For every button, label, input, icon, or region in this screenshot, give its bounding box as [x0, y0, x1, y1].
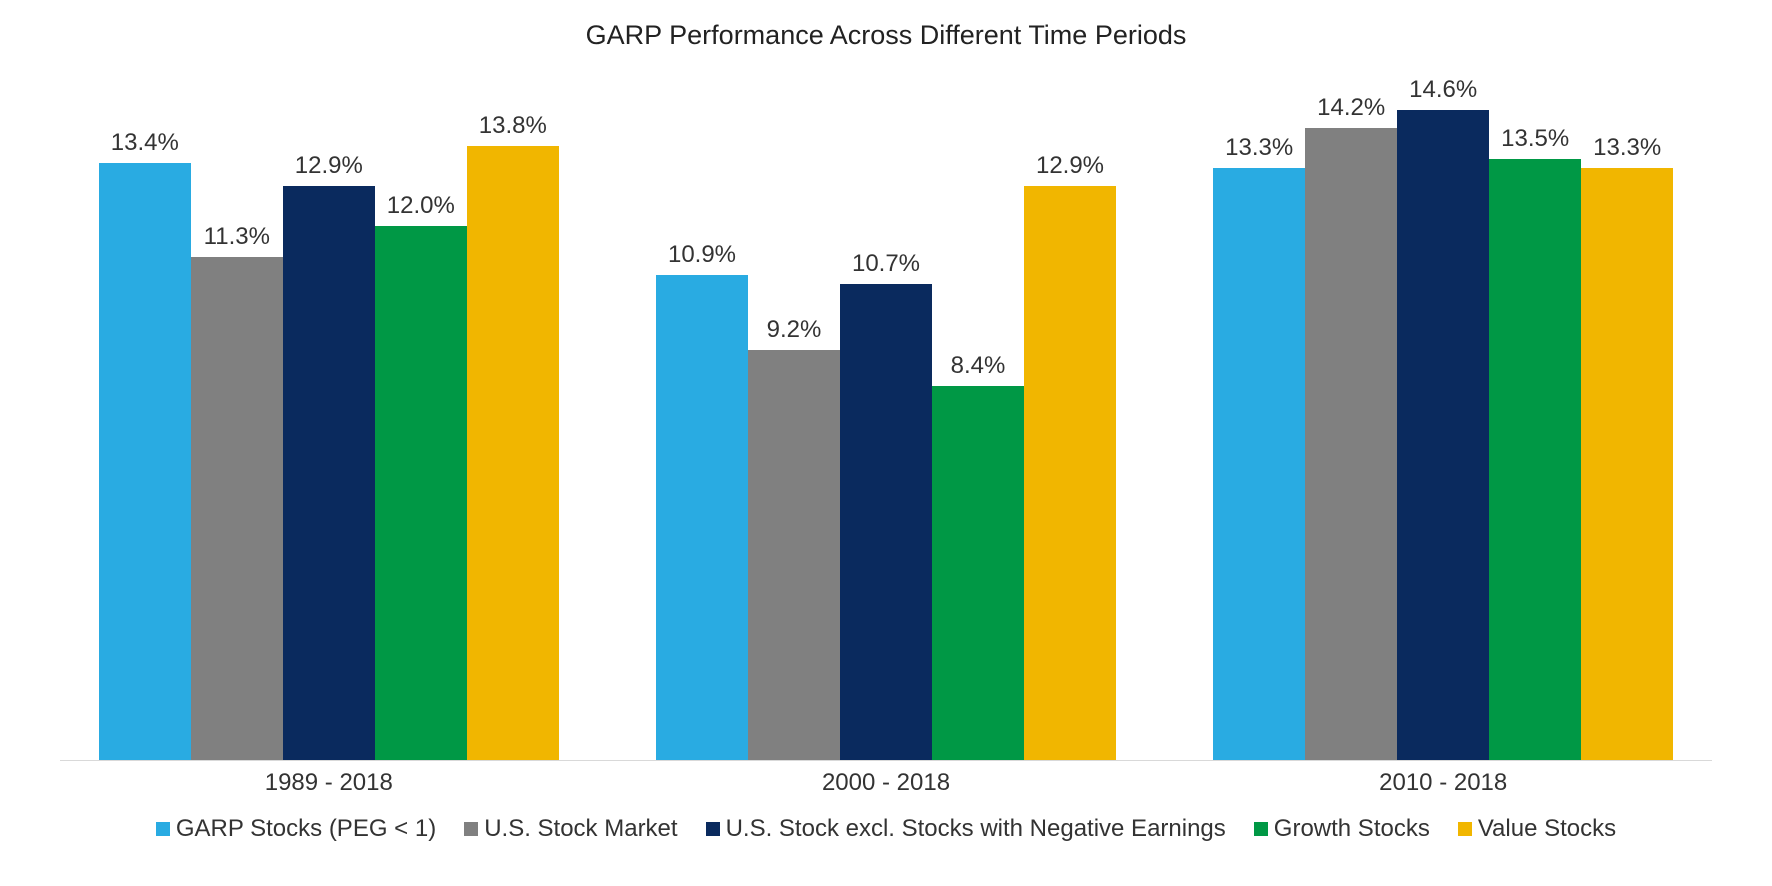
- x-axis-label: 1989 - 2018: [90, 769, 568, 797]
- bar: 11.3%: [191, 257, 283, 760]
- bar-value-label: 12.9%: [1036, 152, 1104, 180]
- plot-area: 13.4%11.3%12.9%12.0%13.8%10.9%9.2%10.7%8…: [60, 71, 1712, 761]
- bar: 8.4%: [932, 386, 1024, 760]
- bar: 13.5%: [1489, 159, 1581, 760]
- legend-label: U.S. Stock Market: [484, 815, 677, 843]
- x-axis-label: 2010 - 2018: [1204, 769, 1682, 797]
- legend-swatch-icon: [1458, 822, 1472, 836]
- bar: 13.3%: [1581, 168, 1673, 760]
- bar: 13.8%: [467, 146, 559, 760]
- legend-item: Growth Stocks: [1254, 815, 1430, 843]
- chart-title: GARP Performance Across Different Time P…: [60, 20, 1712, 51]
- bar-value-label: 10.9%: [668, 241, 736, 269]
- bar: 9.2%: [748, 350, 840, 760]
- legend-label: Growth Stocks: [1274, 815, 1430, 843]
- bar: 12.9%: [1024, 186, 1116, 760]
- chart-container: GARP Performance Across Different Time P…: [0, 0, 1772, 886]
- x-axis-label: 2000 - 2018: [647, 769, 1125, 797]
- legend-item: U.S. Stock Market: [464, 815, 677, 843]
- bar-value-label: 11.3%: [204, 223, 270, 251]
- legend-swatch-icon: [1254, 822, 1268, 836]
- legend-label: Value Stocks: [1478, 815, 1616, 843]
- bar-value-label: 13.4%: [111, 129, 179, 157]
- x-axis-labels: 1989 - 2018 2000 - 2018 2010 - 2018: [60, 761, 1712, 797]
- bar-value-label: 13.3%: [1225, 134, 1293, 162]
- bar: 14.2%: [1305, 128, 1397, 760]
- bar-value-label: 14.2%: [1317, 94, 1385, 122]
- bar-group: 13.3%14.2%14.6%13.5%13.3%: [1204, 110, 1682, 760]
- legend-label: U.S. Stock excl. Stocks with Negative Ea…: [726, 815, 1226, 843]
- legend-swatch-icon: [706, 822, 720, 836]
- bar-value-label: 13.5%: [1501, 125, 1569, 153]
- bar: 12.0%: [375, 226, 467, 760]
- bar-value-label: 14.6%: [1409, 76, 1477, 104]
- legend-item: GARP Stocks (PEG < 1): [156, 815, 436, 843]
- bar-value-label: 12.0%: [387, 192, 455, 220]
- legend: GARP Stocks (PEG < 1) U.S. Stock Market U.…: [60, 815, 1712, 843]
- bar: 10.9%: [656, 275, 748, 760]
- bar: 14.6%: [1397, 110, 1489, 760]
- bar-value-label: 12.9%: [295, 152, 363, 180]
- bar-value-label: 13.3%: [1593, 134, 1661, 162]
- legend-swatch-icon: [156, 822, 170, 836]
- bar-value-label: 9.2%: [767, 316, 822, 344]
- bar: 13.3%: [1213, 168, 1305, 760]
- bar-group: 13.4%11.3%12.9%12.0%13.8%: [90, 146, 568, 760]
- bar-group: 10.9%9.2%10.7%8.4%12.9%: [647, 186, 1125, 760]
- bar-value-label: 13.8%: [479, 112, 547, 140]
- legend-swatch-icon: [464, 822, 478, 836]
- bar-value-label: 10.7%: [852, 250, 920, 278]
- bar: 13.4%: [99, 163, 191, 760]
- bar: 10.7%: [840, 284, 932, 760]
- bar: 12.9%: [283, 186, 375, 760]
- legend-item: Value Stocks: [1458, 815, 1616, 843]
- legend-item: U.S. Stock excl. Stocks with Negative Ea…: [706, 815, 1226, 843]
- bar-value-label: 8.4%: [951, 352, 1006, 380]
- legend-label: GARP Stocks (PEG < 1): [176, 815, 436, 843]
